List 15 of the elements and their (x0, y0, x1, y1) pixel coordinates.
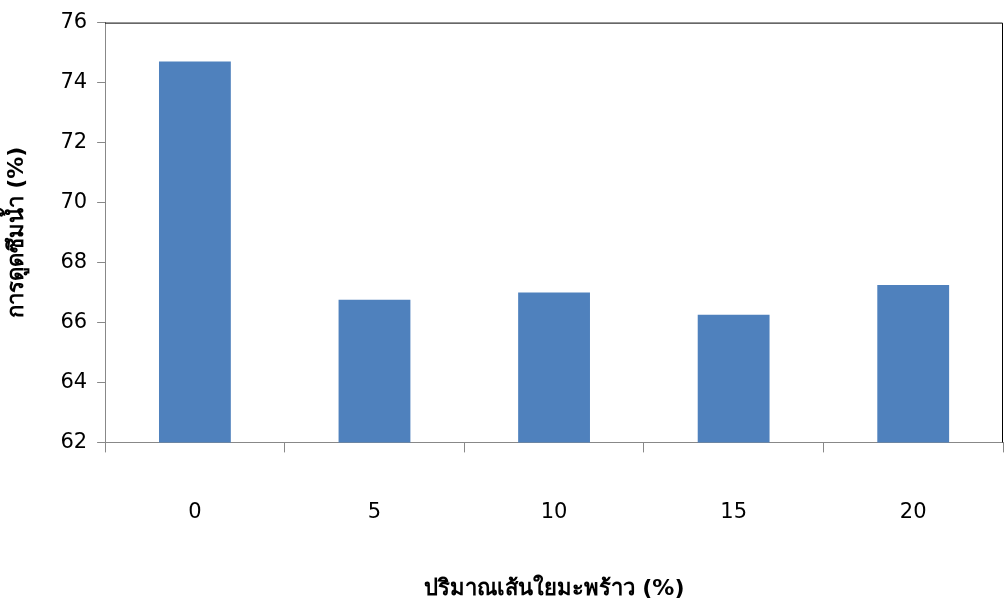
y-tick-label: 70 (60, 188, 88, 213)
y-axis-title: การดูดซึมน้ำ (%) (0, 146, 30, 319)
x-axis-title: ปริมาณเส้นใยมะพร้าว (%) (423, 573, 685, 600)
y-tick-label: 74 (60, 69, 88, 94)
y-tick-label: 62 (60, 428, 88, 453)
x-tick-label: 0 (188, 499, 202, 524)
x-tick-label: 10 (540, 499, 568, 524)
x-tick-label: 5 (367, 499, 382, 524)
y-tick-label: 72 (60, 129, 88, 153)
y-tick-label: 76 (60, 9, 88, 34)
x-tick-label: 20 (899, 499, 927, 524)
y-tick-label: 64 (60, 368, 88, 393)
x-tick-label: 15 (720, 499, 747, 524)
y-tick-label: 66 (60, 308, 88, 333)
y-tick-label: 68 (60, 248, 88, 273)
